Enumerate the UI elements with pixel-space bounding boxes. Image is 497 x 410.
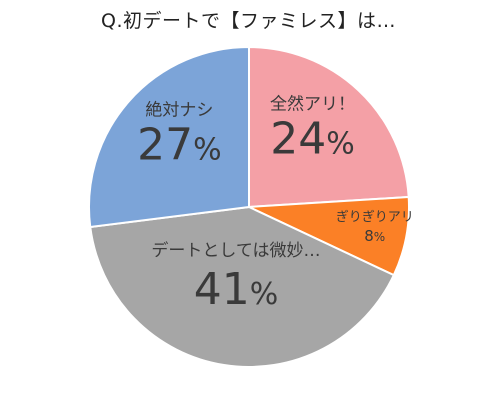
pie-slice-3 [89, 205, 396, 368]
chart-title: Q.初デートで【ファミレス】は… [101, 10, 396, 32]
slice-value-3: 41% [194, 264, 279, 315]
slice-label-2: ぎりぎりアリ [336, 210, 414, 225]
slice-value-1: 24% [270, 113, 355, 164]
pie-slice-4 [88, 45, 250, 229]
slice-value-2: 8% [364, 227, 385, 245]
pie-slice-1 [248, 45, 410, 209]
slice-label-1: 全然アリ！ [270, 94, 355, 114]
pie-slices [88, 45, 410, 368]
slice-label-4: 絶対ナシ [145, 101, 213, 121]
slice-value-4: 27% [137, 120, 222, 171]
slice-label-3: デートとしては微妙… [151, 240, 320, 261]
